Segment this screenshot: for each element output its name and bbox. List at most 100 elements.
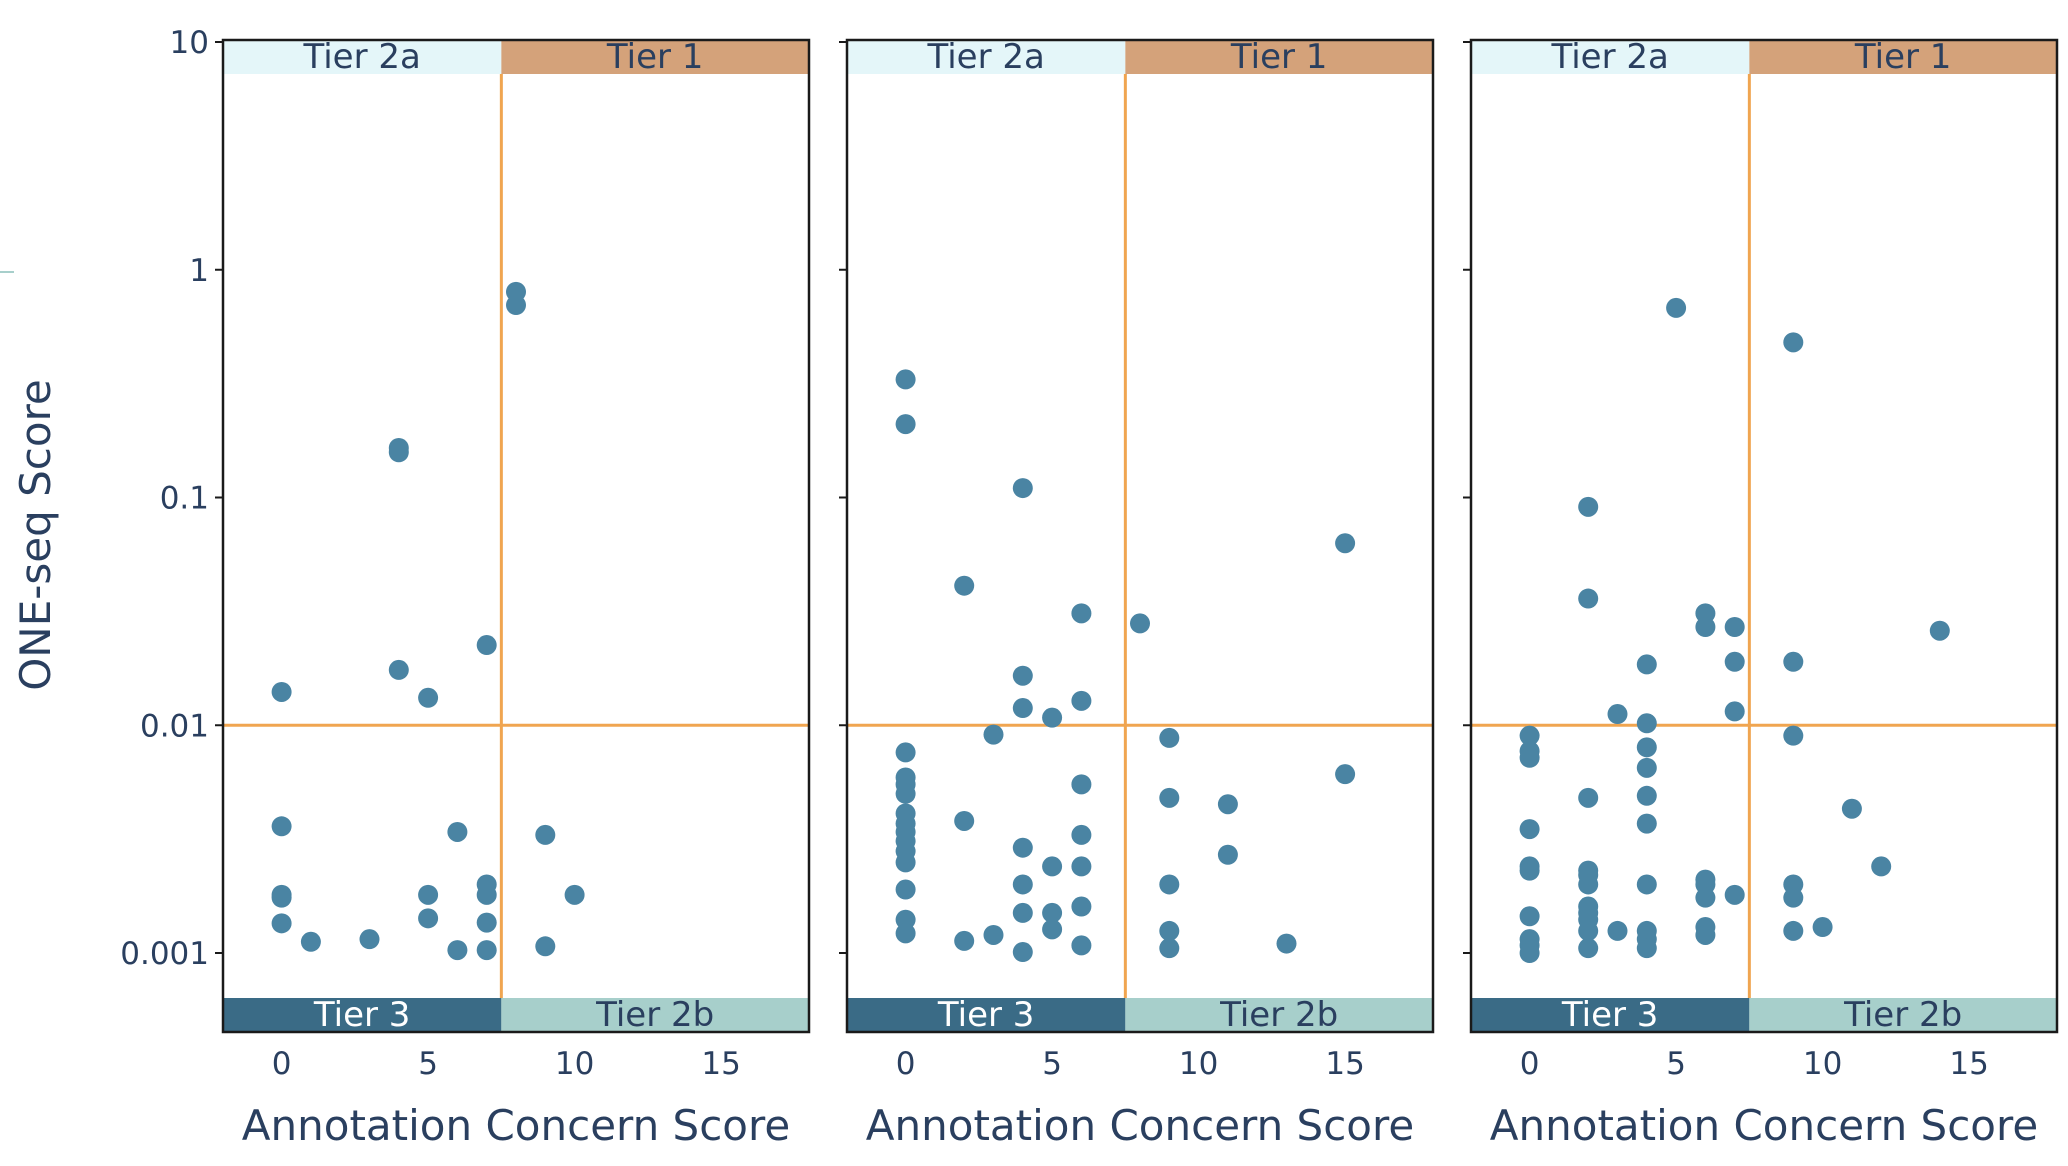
panel-3: Tier 2a Tier 1 Tier 3 Tier 2b 0 5 10 15 Annotati… xyxy=(1463,37,2059,1150)
data-point xyxy=(954,575,975,596)
data-point xyxy=(1130,613,1150,634)
plot-area xyxy=(1471,40,2057,1032)
data-point xyxy=(1276,933,1297,954)
x-axis-title: Annotation Concern Score xyxy=(1490,1101,2038,1150)
panel-2: Tier 2a Tier 1 Tier 3 Tier 2b 0 5 10 15 Annotati… xyxy=(839,37,1435,1150)
data-point xyxy=(1724,651,1745,672)
plot-frame xyxy=(845,38,1435,1034)
plot-frame xyxy=(221,38,811,1034)
x-tick-label: 0 xyxy=(272,1046,292,1082)
data-point xyxy=(1724,617,1745,638)
tier-3-label: Tier 3 xyxy=(937,995,1035,1035)
data-point xyxy=(1159,787,1180,808)
data-point xyxy=(1636,713,1657,734)
data-point xyxy=(1071,774,1092,795)
data-point xyxy=(1783,887,1804,908)
data-point xyxy=(1812,917,1833,938)
data-point xyxy=(895,783,916,804)
tier-2a-label: Tier 2a xyxy=(927,37,1045,77)
data-point xyxy=(1519,819,1540,840)
data-point xyxy=(506,295,526,316)
data-point xyxy=(388,442,409,463)
data-point xyxy=(476,884,497,905)
data-point xyxy=(1695,617,1716,638)
x-tick-label: 15 xyxy=(1949,1046,1988,1082)
data-point xyxy=(1217,794,1238,815)
data-point xyxy=(1636,737,1657,758)
data-point xyxy=(1012,837,1033,858)
data-point xyxy=(300,931,321,952)
tier-3-label: Tier 3 xyxy=(313,995,411,1035)
x-tick-label: 15 xyxy=(701,1046,740,1082)
x-axis-title: Annotation Concern Score xyxy=(866,1101,1414,1150)
tier-2b-label: Tier 2b xyxy=(1219,995,1338,1035)
data-point xyxy=(1071,896,1092,917)
x-tick-label: 10 xyxy=(555,1046,594,1082)
panel-1: Tier 2a Tier 1 Tier 3 Tier 2b 0 5 10 15 Annotati… xyxy=(215,37,811,1150)
data-point xyxy=(1636,874,1657,895)
data-point xyxy=(1042,707,1063,728)
data-point xyxy=(1042,919,1063,940)
data-point xyxy=(1012,478,1033,499)
data-point xyxy=(1071,856,1092,877)
plot-area xyxy=(223,40,809,1032)
data-point xyxy=(1071,935,1092,956)
data-point xyxy=(1519,725,1540,746)
data-point xyxy=(983,724,1004,745)
data-point xyxy=(1519,906,1540,927)
panels: Tier 2a Tier 1 Tier 3 Tier 2b 0 5 10 15 Annotati… xyxy=(215,37,2059,1150)
data-point xyxy=(388,659,409,680)
y-axis-tick-labels: 10 1 0.1 0.01 0.001 xyxy=(0,25,209,972)
data-point xyxy=(359,929,380,950)
data-point xyxy=(1636,757,1657,778)
data-point xyxy=(895,879,916,900)
data-point xyxy=(1335,764,1356,785)
data-point xyxy=(1636,785,1657,806)
tier-2b-band xyxy=(501,998,809,1032)
data-point xyxy=(1217,844,1238,865)
data-point xyxy=(1607,920,1628,941)
data-point xyxy=(447,940,468,961)
data-point xyxy=(1071,690,1092,711)
data-point xyxy=(1578,787,1599,808)
data-point xyxy=(1012,942,1033,963)
data-point xyxy=(1841,798,1862,819)
data-point xyxy=(1578,588,1599,609)
tier-2a-label: Tier 2a xyxy=(1551,37,1669,77)
tier-1-label: Tier 1 xyxy=(1854,37,1952,77)
x-tick-label: 15 xyxy=(1325,1046,1364,1082)
tier-2b-band xyxy=(1749,998,2057,1032)
data-point xyxy=(1695,887,1716,908)
data-point xyxy=(1071,824,1092,845)
tier-3-band xyxy=(223,998,502,1032)
data-point xyxy=(1578,920,1599,941)
tier-1-band xyxy=(1749,40,2057,74)
data-point xyxy=(1929,620,1950,641)
x-tick-label: 0 xyxy=(896,1046,916,1082)
data-point xyxy=(895,852,916,873)
data-point xyxy=(954,930,975,951)
tier-3-band xyxy=(1471,998,1750,1032)
tier-2a-band xyxy=(847,40,1126,74)
data-point xyxy=(1012,665,1033,686)
data-point xyxy=(895,923,916,944)
data-point xyxy=(1724,701,1745,722)
y-tick-label: 0.001 xyxy=(120,936,209,972)
data-point xyxy=(535,824,556,845)
data-point xyxy=(1578,874,1599,895)
data-point xyxy=(954,810,975,831)
data-point xyxy=(983,924,1004,945)
data-point xyxy=(895,742,916,763)
tier-2b-label: Tier 2b xyxy=(595,995,714,1035)
data-point xyxy=(1578,938,1599,959)
data-point xyxy=(1783,332,1804,353)
data-point xyxy=(1724,884,1745,905)
data-point xyxy=(476,912,497,933)
data-point xyxy=(1012,698,1033,719)
plot-area xyxy=(847,40,1433,1032)
tier-2a-band xyxy=(223,40,502,74)
data-point xyxy=(1783,725,1804,746)
data-point xyxy=(1519,747,1540,768)
data-point xyxy=(1012,874,1033,895)
